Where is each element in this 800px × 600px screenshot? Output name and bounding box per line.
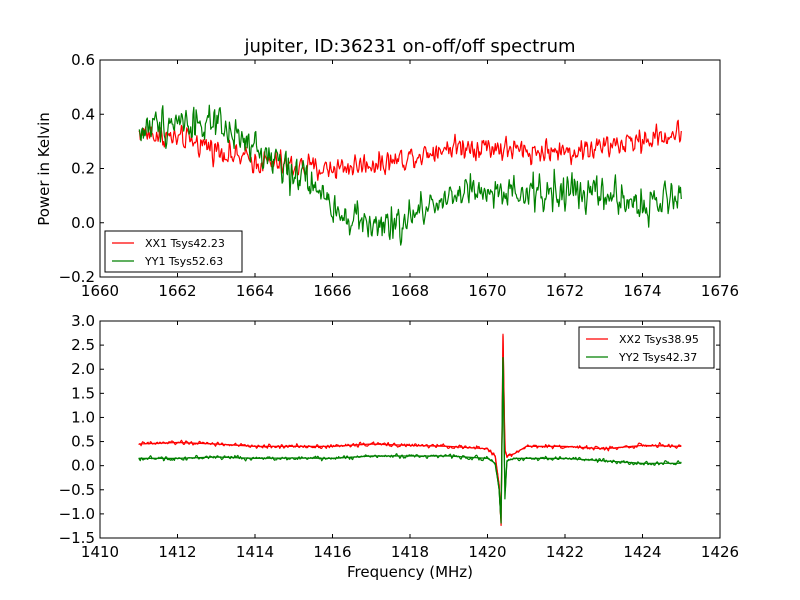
y-tick-label: 2.5 — [71, 336, 95, 354]
y-tick-label: 1.0 — [71, 408, 95, 426]
top-y-axis-label: Power in Kelvin — [35, 112, 53, 226]
y-tick-label: 0.5 — [71, 433, 95, 451]
x-tick-label: 1674 — [623, 282, 661, 300]
x-tick-label: 1418 — [391, 543, 429, 561]
y-tick-label: 0.2 — [71, 160, 95, 178]
y-tick-label: 3.0 — [71, 312, 95, 330]
y-tick-label: −1.5 — [59, 529, 95, 547]
legend-box — [104, 230, 243, 273]
y-tick-label: 0.4 — [71, 105, 95, 123]
x-tick-label: 1420 — [468, 543, 506, 561]
series-line-top-1 — [138, 119, 682, 181]
x-tick-label: 1410 — [81, 543, 119, 561]
y-tick-label: −0.2 — [59, 268, 95, 286]
x-tick-label: 1668 — [391, 282, 429, 300]
x-tick-label: 1422 — [546, 543, 584, 561]
legend-label: YY1 Tsys52.63 — [144, 255, 223, 268]
y-tick-label: 2.0 — [71, 360, 95, 378]
series-anchor-line-bottom-2 — [138, 357, 682, 524]
legend-label: XX2 Tsys38.95 — [619, 333, 699, 346]
x-tick-label: 1666 — [313, 282, 351, 300]
x-tick-label: 1412 — [158, 543, 196, 561]
x-tick-label: 1660 — [81, 282, 119, 300]
x-tick-label: 1670 — [468, 282, 506, 300]
x-tick-label: 1662 — [158, 282, 196, 300]
x-tick-label: 1672 — [546, 282, 584, 300]
y-tick-label: −0.5 — [59, 481, 95, 499]
bottom-plot: 1410 1412 1414 1416 1418 1420 1422 1424 1426 −1.5… — [59, 312, 740, 561]
x-tick-label: 1426 — [701, 543, 739, 561]
y-tick-label: 0.0 — [71, 457, 95, 475]
legend-box — [578, 326, 715, 369]
x-tick-label: 1416 — [313, 543, 351, 561]
bottom-x-axis-label: Frequency (MHz) — [347, 563, 473, 581]
y-tick-label: 0.6 — [71, 51, 95, 69]
top-plot: 1660 1662 1664 1666 1668 1670 1672 1674 1676 −0.2… — [59, 51, 740, 300]
x-tick-label: 1414 — [236, 543, 274, 561]
y-tick-label: 1.5 — [71, 384, 95, 402]
y-tick-label: −1.0 — [59, 505, 95, 523]
legend-bottom: XX2 Tsys38.95 YY2 Tsys42.37 — [578, 326, 715, 369]
legend-label: YY2 Tsys42.37 — [618, 351, 697, 364]
legend-top: XX1 Tsys42.23 YY1 Tsys52.63 — [104, 230, 243, 273]
x-tick-label: 1424 — [623, 543, 661, 561]
y-tick-label: 0.0 — [71, 214, 95, 232]
legend-label: XX1 Tsys42.23 — [145, 237, 225, 250]
series-anchor-line-bottom-1 — [138, 335, 682, 526]
series-line-top-2 — [138, 104, 682, 246]
chart-title: jupiter, ID:36231 on-off/off spectrum — [243, 36, 575, 57]
x-tick-label: 1664 — [236, 282, 274, 300]
x-tick-label: 1676 — [701, 282, 739, 300]
